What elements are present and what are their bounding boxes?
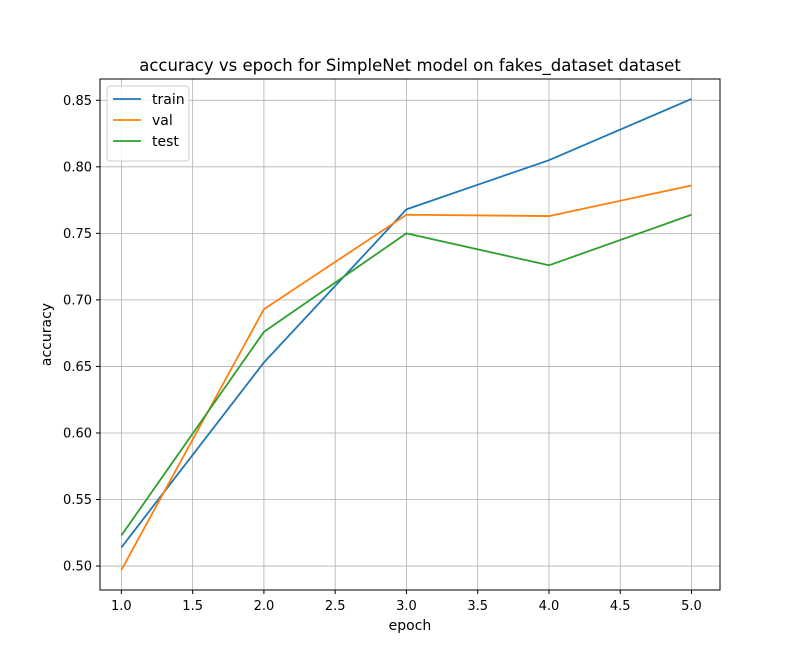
y-tick-label: 0.75 bbox=[63, 227, 92, 242]
x-tick-label: 3.5 bbox=[467, 599, 488, 614]
y-tick-label: 0.65 bbox=[63, 360, 92, 375]
legend-box bbox=[106, 85, 190, 162]
legend-label-test: test bbox=[152, 134, 179, 150]
x-axis-label: epoch bbox=[389, 618, 432, 634]
legend-label-train: train bbox=[152, 92, 185, 108]
series-line-train bbox=[120, 98, 692, 548]
series-lines bbox=[120, 98, 692, 571]
y-tick-label: 0.60 bbox=[63, 426, 92, 441]
legend-label-val: val bbox=[152, 113, 173, 129]
x-tick-label: 1.0 bbox=[111, 599, 132, 614]
y-tick-label: 0.80 bbox=[63, 160, 92, 175]
series-line-test bbox=[120, 213, 692, 536]
legend: train val test bbox=[106, 85, 190, 162]
axis-ticks: 1.0 1.5 2.0 2.5 3.0 3.5 4.0 4.5 5.0 0.50 0.55 0.60 0… bbox=[63, 94, 702, 614]
y-axis-label: accuracy bbox=[39, 303, 55, 366]
x-tick-label: 2.0 bbox=[254, 599, 275, 614]
y-tick-label: 0.70 bbox=[63, 293, 92, 308]
y-tick-label: 0.55 bbox=[63, 493, 92, 508]
x-tick-label: 5.0 bbox=[681, 599, 702, 614]
grid-lines bbox=[100, 79, 720, 590]
chart-title: accuracy vs epoch for SimpleNet model on… bbox=[139, 56, 681, 76]
y-tick-label: 0.85 bbox=[63, 94, 92, 109]
x-tick-label: 1.5 bbox=[182, 599, 203, 614]
x-tick-label: 4.5 bbox=[610, 599, 631, 614]
x-tick-label: 4.0 bbox=[539, 599, 560, 614]
x-tick-label: 3.0 bbox=[396, 599, 417, 614]
series-line-val bbox=[120, 184, 692, 571]
y-tick-label: 0.50 bbox=[63, 560, 92, 575]
plot-frame bbox=[99, 78, 721, 591]
x-tick-label: 2.5 bbox=[325, 599, 346, 614]
